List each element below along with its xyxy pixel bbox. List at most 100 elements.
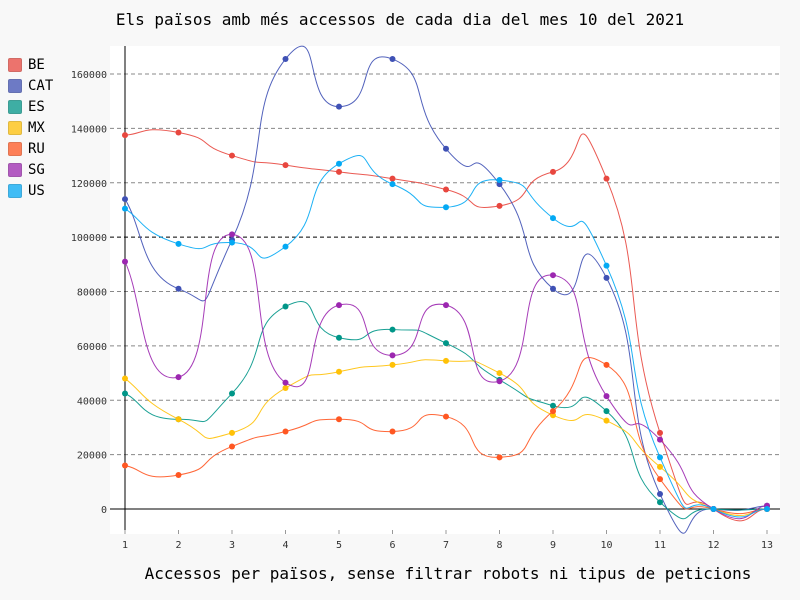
data-point-mx bbox=[122, 375, 128, 382]
data-point-mx bbox=[657, 463, 663, 470]
data-point-ru bbox=[496, 454, 503, 461]
data-point-us bbox=[550, 215, 556, 222]
y-tick-label: 120000 bbox=[71, 179, 107, 190]
series-line-be bbox=[124, 129, 768, 522]
data-point-ru bbox=[122, 462, 128, 469]
data-point-mx bbox=[175, 416, 182, 423]
x-axis-label: Accessos per països, sense filtrar robot… bbox=[144, 564, 752, 583]
legend-label: BE bbox=[28, 56, 45, 73]
data-point-cat bbox=[389, 56, 396, 63]
data-point-sg bbox=[122, 258, 128, 265]
data-point-es bbox=[229, 390, 235, 397]
data-point-sg bbox=[496, 378, 503, 385]
legend-label: MX bbox=[28, 119, 45, 136]
data-point-es bbox=[603, 408, 610, 415]
data-point-sg bbox=[389, 352, 396, 359]
data-point-ru bbox=[336, 416, 342, 423]
legend-swatch bbox=[8, 141, 22, 156]
data-point-cat bbox=[550, 285, 556, 292]
legend-swatch bbox=[8, 99, 22, 114]
data-point-mx bbox=[389, 361, 396, 368]
data-point-es bbox=[657, 499, 663, 506]
data-point-cat bbox=[175, 285, 182, 292]
data-point-us bbox=[389, 181, 396, 188]
data-point-es bbox=[336, 334, 342, 341]
legend-item-sg[interactable]: SG bbox=[8, 159, 53, 180]
data-point-cat bbox=[282, 56, 289, 63]
legend-label: RU bbox=[28, 140, 45, 157]
x-tick-label: 12 bbox=[707, 540, 719, 551]
legend-item-be[interactable]: BE bbox=[8, 54, 53, 75]
data-point-ru bbox=[389, 428, 396, 435]
x-tick-label: 5 bbox=[336, 540, 342, 551]
data-point-es bbox=[282, 303, 289, 310]
x-tick-label: 9 bbox=[550, 540, 556, 551]
data-point-mx bbox=[603, 417, 610, 424]
plot-background bbox=[110, 46, 780, 534]
data-point-be bbox=[603, 175, 610, 182]
legend-item-cat[interactable]: CAT bbox=[8, 75, 53, 96]
y-tick-label: 20000 bbox=[77, 451, 107, 462]
data-point-ru bbox=[175, 472, 182, 479]
x-tick-label: 1 bbox=[122, 540, 128, 551]
legend-swatch bbox=[8, 120, 22, 135]
data-point-us bbox=[496, 177, 503, 184]
x-tick-label: 7 bbox=[443, 540, 449, 551]
legend-label: ES bbox=[28, 98, 45, 115]
data-point-mx bbox=[229, 429, 235, 436]
data-point-us bbox=[229, 239, 235, 246]
y-tick-label: 100000 bbox=[71, 233, 107, 244]
data-point-ru bbox=[282, 428, 289, 435]
legend-item-mx[interactable]: MX bbox=[8, 117, 53, 138]
x-tick-label: 11 bbox=[654, 540, 666, 551]
legend-item-us[interactable]: US bbox=[8, 180, 53, 201]
data-point-us bbox=[175, 240, 182, 247]
y-tick-label: 60000 bbox=[77, 342, 107, 353]
data-point-be bbox=[229, 152, 235, 159]
data-point-sg bbox=[336, 302, 342, 309]
legend-label: US bbox=[28, 182, 45, 199]
data-point-es bbox=[389, 326, 396, 333]
data-point-ru bbox=[229, 443, 235, 450]
chart-title: Els països amb més accessos de cada dia … bbox=[115, 10, 685, 29]
x-tick-label: 10 bbox=[600, 540, 612, 551]
data-point-es bbox=[122, 390, 128, 397]
data-point-ru bbox=[603, 361, 610, 368]
data-point-mx bbox=[443, 357, 449, 364]
x-tick-label: 4 bbox=[282, 540, 288, 551]
data-point-be bbox=[496, 202, 503, 209]
y-tick-label: 0 bbox=[101, 505, 107, 516]
data-point-sg bbox=[229, 231, 235, 238]
data-point-us bbox=[764, 506, 770, 512]
data-point-us bbox=[657, 454, 663, 461]
y-tick-label: 160000 bbox=[71, 70, 107, 81]
x-tick-label: 2 bbox=[175, 540, 181, 551]
x-tick-label: 6 bbox=[389, 540, 395, 551]
data-point-be bbox=[657, 429, 663, 436]
data-point-us bbox=[603, 262, 610, 269]
legend-swatch bbox=[8, 57, 22, 72]
data-point-be bbox=[336, 168, 342, 175]
data-point-us bbox=[122, 205, 128, 212]
legend: BE CAT ES MX RU SG US bbox=[8, 54, 53, 201]
series-line-cat bbox=[124, 45, 768, 534]
data-point-ru bbox=[550, 408, 556, 415]
data-point-sg bbox=[282, 379, 289, 386]
legend-item-ru[interactable]: RU bbox=[8, 138, 53, 159]
data-point-mx bbox=[282, 385, 289, 392]
data-point-sg bbox=[443, 302, 449, 309]
legend-item-es[interactable]: ES bbox=[8, 96, 53, 117]
data-point-us bbox=[443, 204, 449, 211]
data-point-mx bbox=[496, 370, 503, 377]
data-point-sg bbox=[550, 272, 556, 279]
x-tick-label: 8 bbox=[496, 540, 502, 551]
data-point-be bbox=[443, 186, 449, 193]
y-tick-label: 80000 bbox=[77, 288, 107, 299]
data-point-ru bbox=[443, 413, 449, 420]
x-tick-label: 13 bbox=[761, 540, 773, 551]
data-point-sg bbox=[175, 374, 182, 381]
y-tick-label: 40000 bbox=[77, 396, 107, 407]
data-point-es bbox=[443, 340, 449, 347]
data-point-cat bbox=[657, 491, 663, 498]
data-point-es bbox=[550, 402, 556, 409]
